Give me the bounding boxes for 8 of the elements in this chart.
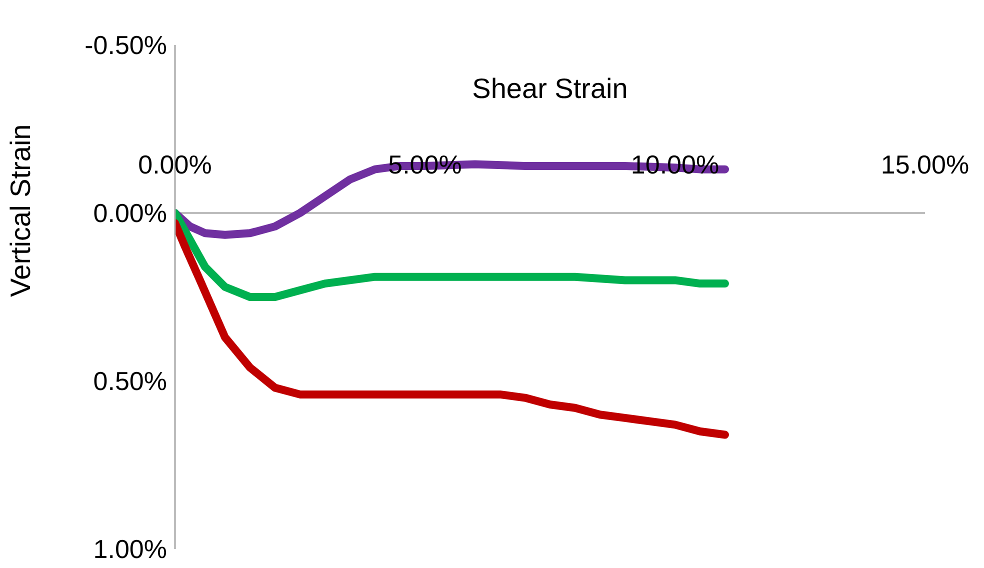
y-tick-label: 0.50% — [93, 366, 167, 396]
x-axis-title: Shear Strain — [471, 73, 629, 106]
y-tick-label: 0.00% — [93, 198, 167, 228]
y-tick-label: 1.00% — [93, 534, 167, 564]
x-tick-label: 0.00% — [138, 149, 212, 180]
y-tick-label: -0.50% — [84, 30, 167, 60]
y-axis-title: Vertical Strain — [4, 124, 36, 297]
x-tick-label: 15.00% — [880, 149, 970, 180]
